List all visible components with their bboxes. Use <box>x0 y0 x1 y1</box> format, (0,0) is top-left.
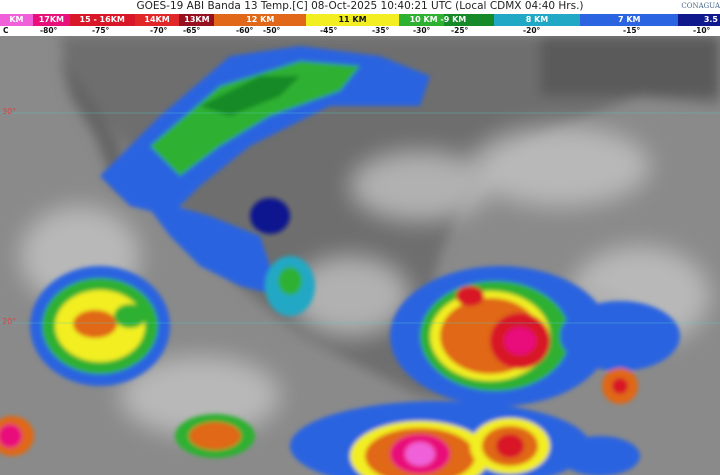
temp-label: -70° <box>150 26 168 35</box>
temp-label: -45° <box>320 26 338 35</box>
satellite-map <box>0 36 720 475</box>
legend-segment: 7 KM <box>580 14 679 26</box>
legend-segment: 3.5 <box>678 14 720 26</box>
latitude-label-20: 20° <box>2 317 17 326</box>
temp-label: -80° <box>40 26 58 35</box>
legend-segment: 10 KM - <box>398 14 444 26</box>
low-clouds <box>20 126 710 436</box>
temp-label: -50° <box>263 26 281 35</box>
temp-label: -20° <box>523 26 541 35</box>
legend-segment: 17KM <box>32 14 70 26</box>
color-legend: KM 17KM 15 - 16KM 14KM 13KM 12 KM 11 KM … <box>0 14 720 26</box>
temp-label: -30° <box>413 26 431 35</box>
temp-label: -65° <box>183 26 201 35</box>
temp-label: -60° <box>236 26 254 35</box>
legend-segment: 13KM <box>179 14 215 26</box>
conagua-logo: CONAGUA <box>681 2 720 10</box>
legend-segment: KM <box>0 14 33 26</box>
legend-segment: 15 - 16KM <box>69 14 135 26</box>
latitude-label-30: 30° <box>2 107 17 116</box>
legend-segment: 12 KM <box>214 14 307 26</box>
temp-label: -15° <box>623 26 641 35</box>
legend-segment: 9 KM <box>443 14 494 26</box>
temp-label: -10° <box>693 26 711 35</box>
legend-segment: 8 KM <box>493 14 581 26</box>
temp-label: -75° <box>92 26 110 35</box>
cloud-tops <box>0 46 680 475</box>
latitude-grid <box>0 112 720 324</box>
temp-label: -25° <box>451 26 469 35</box>
legend-segment: 11 KM <box>306 14 399 26</box>
temp-label: C <box>3 26 9 35</box>
temp-label: -35° <box>372 26 390 35</box>
legend-segment: 14KM <box>134 14 180 26</box>
temperature-scale: C -80° -75° -70° -65° -60° -50° -45° -35… <box>0 26 720 36</box>
image-title: GOES-19 ABI Banda 13 Temp.[C] 08-Oct-202… <box>0 0 720 14</box>
